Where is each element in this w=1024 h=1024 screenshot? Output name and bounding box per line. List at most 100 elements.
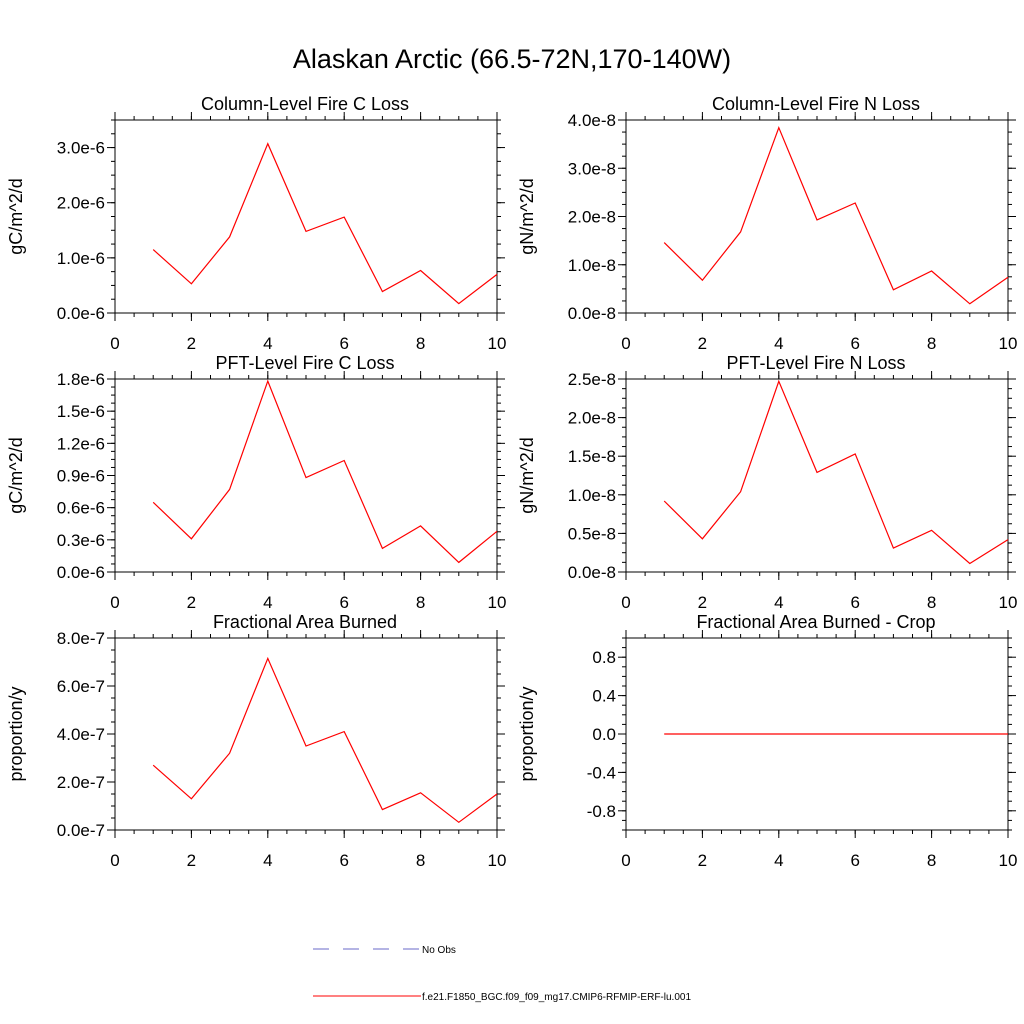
x-tick-label: 10	[488, 851, 507, 870]
y-tick-label: 0.8	[592, 648, 616, 667]
y-tick-label: 1.5e-8	[568, 447, 616, 466]
chart-panel-pft-fire-n-loss: 0 2 4 6 8 10 0.0e-8 0.5e-8 1.0e-8 1.5e-8 2.0e-8 2.5…	[517, 353, 1017, 612]
x-tick-label: 10	[488, 334, 507, 353]
x-tick-label: 2	[698, 334, 707, 353]
y-tick-label: 0.0e-6	[57, 304, 105, 323]
legend-label-model: f.e21.F1850_BGC.f09_f09_mg17.CMIP6-RFMIP…	[422, 992, 691, 1003]
x-tick-label: 10	[999, 851, 1018, 870]
y-tick-label: 3.0e-6	[57, 139, 105, 158]
x-tick-label: 4	[774, 593, 783, 612]
x-tick-label: 0	[110, 334, 119, 353]
plot-frame	[114, 378, 498, 573]
y-tick-label: 0.5e-8	[568, 524, 616, 543]
y-tick-label: 0.0e-8	[568, 304, 616, 323]
x-tick-label: 0	[110, 593, 119, 612]
y-tick-label: -0.4	[587, 763, 616, 782]
x-tick-label: 0	[621, 593, 630, 612]
y-tick-label: 0.0e-6	[57, 563, 105, 582]
legend: No Obs f.e21.F1850_BGC.f09_f09_mg17.CMIP…	[313, 945, 691, 1003]
y-tick-label: 4.0e-8	[568, 111, 616, 130]
y-tick-label: 0.6e-6	[57, 499, 105, 518]
x-tick-label: 4	[263, 334, 272, 353]
x-tick-label: 2	[187, 851, 196, 870]
x-tick-label: 10	[488, 593, 507, 612]
x-tick-label: 0	[110, 851, 119, 870]
x-tick-label: 6	[339, 851, 348, 870]
panel-title: PFT-Level Fire C Loss	[215, 353, 394, 373]
plot-frame	[114, 119, 498, 314]
y-tick-label: 0.0e-7	[57, 821, 105, 840]
chart-panel-fractional-area-burned-crop: 0 2 4 6 8 10 -0.8 -0.4 0.0 0.4 0.8 Fractional Area …	[517, 612, 1017, 870]
plot-frame	[114, 637, 498, 831]
chart-panel-fractional-area-burned: 0 2 4 6 8 10 0.0e-7 2.0e-7 4.0e-7 6.0e-7 8.0e-7 Fra…	[6, 612, 506, 870]
x-tick-label: 2	[698, 593, 707, 612]
series-line-model	[152, 379, 498, 564]
panel-title: Fractional Area Burned	[213, 612, 397, 632]
x-tick-label: 0	[621, 851, 630, 870]
panel-title: Column-Level Fire C Loss	[201, 94, 409, 114]
chart-panel-pft-fire-c-loss: 0 2 4 6 8 10 0.0e-6 0.3e-6 0.6e-6 0.9e-6 1.2e-6 1.5…	[6, 353, 506, 612]
panels: 0 2 4 6 8 10 0.0e-6 1.0e-6 2.0e-6 3.0e-6 Column-Le…	[6, 94, 1017, 870]
y-axis-label: gN/m^2/d	[517, 178, 537, 254]
y-tick-label: 1.0e-6	[57, 249, 105, 268]
y-tick-label: 6.0e-7	[57, 677, 105, 696]
x-tick-label: 8	[927, 851, 936, 870]
y-axis-label: gC/m^2/d	[6, 437, 26, 513]
y-axis-label: proportion/y	[6, 686, 26, 781]
chart-panel-column-fire-n-loss: 0 2 4 6 8 10 0.0e-8 1.0e-8 2.0e-8 3.0e-8 4.0e-8 Col…	[517, 94, 1017, 353]
y-tick-label: 1.8e-6	[57, 370, 105, 389]
x-tick-label: 6	[850, 593, 859, 612]
x-tick-label: 10	[999, 593, 1018, 612]
y-tick-label: 1.5e-6	[57, 402, 105, 421]
x-tick-label: 0	[621, 334, 630, 353]
y-tick-label: 1.0e-8	[568, 486, 616, 505]
x-tick-label: 4	[263, 593, 272, 612]
figure-title: Alaskan Arctic (66.5-72N,170-140W)	[292, 44, 732, 74]
y-tick-label: 8.0e-7	[57, 629, 105, 648]
x-tick-label: 10	[999, 334, 1018, 353]
x-tick-label: 2	[698, 851, 707, 870]
y-tick-label: 4.0e-7	[57, 725, 105, 744]
panel-title: Fractional Area Burned - Crop	[696, 612, 935, 632]
series-line-model	[152, 142, 498, 305]
legend-label-no-obs: No Obs	[422, 945, 456, 956]
panel-title: PFT-Level Fire N Loss	[726, 353, 905, 373]
x-tick-label: 6	[339, 334, 348, 353]
x-tick-label: 8	[416, 593, 425, 612]
x-tick-label: 6	[339, 593, 348, 612]
y-axis-label: gN/m^2/d	[517, 437, 537, 513]
x-tick-label: 8	[927, 593, 936, 612]
plot-frame	[625, 119, 1009, 314]
y-tick-label: 2.5e-8	[568, 370, 616, 389]
x-tick-label: 8	[416, 334, 425, 353]
chart-panel-column-fire-c-loss: 0 2 4 6 8 10 0.0e-6 1.0e-6 2.0e-6 3.0e-6 Column-Le…	[6, 94, 506, 353]
x-tick-label: 6	[850, 851, 859, 870]
series-line-model	[663, 126, 1009, 305]
x-tick-label: 4	[774, 334, 783, 353]
x-tick-label: 2	[187, 593, 196, 612]
y-axis-label: gC/m^2/d	[6, 178, 26, 254]
y-tick-label: 0.3e-6	[57, 531, 105, 550]
y-tick-label: 3.0e-8	[568, 159, 616, 178]
x-tick-label: 4	[774, 851, 783, 870]
x-tick-label: 8	[416, 851, 425, 870]
x-tick-label: 6	[850, 334, 859, 353]
panel-title: Column-Level Fire N Loss	[712, 94, 920, 114]
x-tick-label: 8	[927, 334, 936, 353]
plot-frame	[625, 378, 1009, 573]
series-line-model	[152, 656, 498, 824]
series-line-model	[663, 379, 1009, 565]
y-tick-label: 1.0e-8	[568, 256, 616, 275]
y-tick-label: 0.0	[592, 725, 616, 744]
y-tick-label: -0.8	[587, 802, 616, 821]
y-tick-label: 0.4	[592, 687, 616, 706]
y-tick-label: 2.0e-6	[57, 194, 105, 213]
y-axis-label: proportion/y	[517, 686, 537, 781]
y-tick-label: 2.0e-8	[568, 409, 616, 428]
x-tick-label: 4	[263, 851, 272, 870]
y-tick-label: 2.0e-7	[57, 773, 105, 792]
y-tick-label: 0.9e-6	[57, 467, 105, 486]
y-tick-label: 0.0e-8	[568, 563, 616, 582]
